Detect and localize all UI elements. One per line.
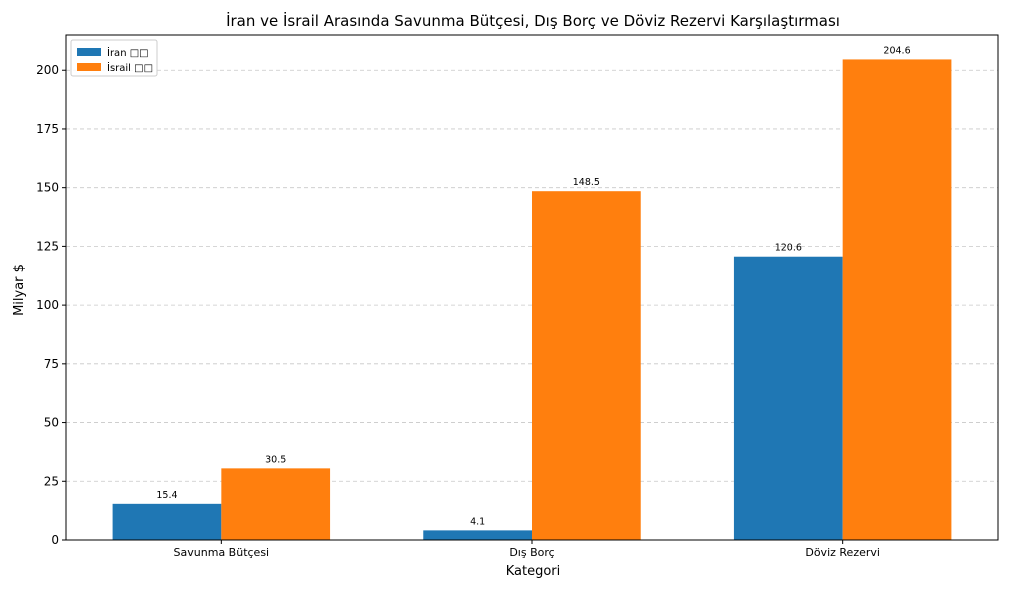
y-axis-ticks: 0 25 50 75 100 125 150 175 200 [36,63,66,547]
y-tick-label: 25 [44,474,59,488]
legend: İran □□ İsrail □□ [70,39,158,77]
bar-value-label: 204.6 [883,45,910,56]
bar-value-label: 15.4 [156,490,177,501]
bar [532,191,641,540]
y-tick-label: 150 [36,181,59,195]
y-tick-label: 75 [44,357,59,371]
bar-value-label: 120.6 [775,243,802,254]
y-tick-label: 50 [44,416,59,430]
chart-title: İran ve İsrail Arasında Savunma Bütçesi,… [226,11,840,30]
bar [733,256,843,540]
x-axis-label: Kategori [506,564,561,579]
legend-swatch [77,48,101,56]
bar [221,468,331,540]
bar-value-label: 4.1 [470,516,485,527]
x-tick-label: Savunma Bütçesi [174,546,270,559]
y-tick-label: 200 [36,63,59,77]
data-labels: 15.4 30.5 4.1 148.5 120.6 204.6 [156,45,910,527]
bar-value-label: 148.5 [573,177,600,188]
y-tick-label: 0 [51,533,59,547]
x-axis-ticks: Savunma Bütçesi Dış Borç Döviz Rezervi [174,540,880,559]
bars [112,59,952,540]
legend-label: İsrail □□ [107,61,153,74]
bar [112,503,222,540]
x-tick-label: Döviz Rezervi [805,546,880,559]
x-tick-label: Dış Borç [509,546,554,559]
bar [842,59,952,540]
y-tick-label: 175 [36,122,59,136]
y-tick-label: 125 [36,239,59,253]
bar-value-label: 30.5 [265,454,286,465]
bar [423,530,532,540]
y-tick-label: 100 [36,298,59,312]
y-axis-label: Milyar $ [12,264,27,316]
legend-swatch [77,63,101,71]
legend-label: İran □□ [107,46,149,59]
